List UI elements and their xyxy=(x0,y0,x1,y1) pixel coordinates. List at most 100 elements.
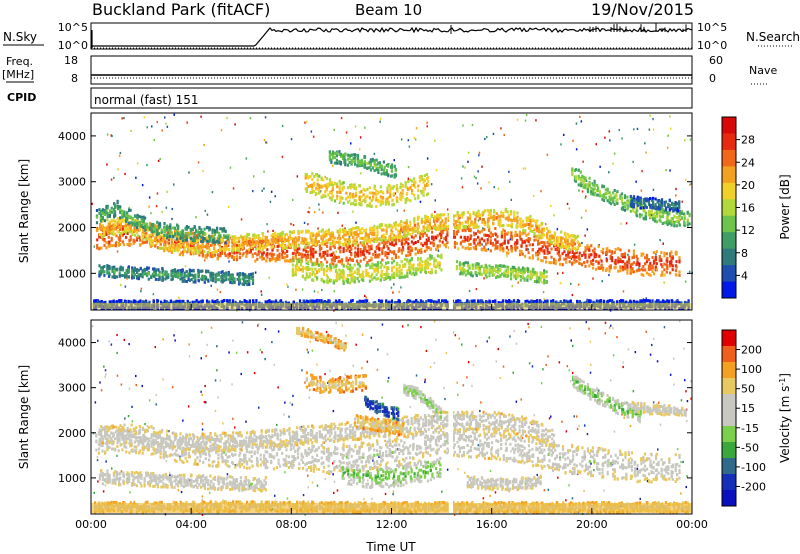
scatter-cell xyxy=(602,268,605,272)
noise-cell xyxy=(633,211,636,214)
noise-cell xyxy=(509,180,511,183)
scatter-cell xyxy=(366,204,369,208)
scatter-cell xyxy=(342,276,345,280)
scatter-cell xyxy=(334,270,338,274)
scatter-cell xyxy=(400,226,403,230)
scatter-cell xyxy=(460,267,463,270)
scatter-cell xyxy=(119,216,122,220)
scatter-cell xyxy=(364,248,367,252)
scatter-cell xyxy=(302,248,305,252)
scatter-cell xyxy=(301,267,304,271)
scatter-cell xyxy=(469,213,472,216)
scatter-cell xyxy=(391,275,394,279)
scatter-cell xyxy=(436,217,439,220)
noise-cell xyxy=(197,161,200,164)
scatter-cell xyxy=(414,229,417,233)
scatter-cell xyxy=(283,244,286,248)
scatter-cell xyxy=(364,234,367,237)
scatter-cell xyxy=(527,226,531,230)
scatter-cell xyxy=(209,254,212,258)
scatter-cell xyxy=(114,210,117,214)
scatter-cell xyxy=(583,251,586,255)
scatter-cell xyxy=(494,243,497,247)
scatter-cell xyxy=(139,238,142,242)
noise-cell xyxy=(272,229,274,232)
scatter-cell xyxy=(303,241,307,245)
scatter-cell xyxy=(254,259,257,263)
scatter-cell xyxy=(115,226,118,230)
scatter-cell xyxy=(305,242,308,246)
scatter-cell xyxy=(300,255,303,259)
scatter-cell xyxy=(310,250,313,254)
scatter-cell xyxy=(128,221,131,225)
scatter-cell xyxy=(344,229,347,233)
scatter-cell xyxy=(249,249,252,253)
scatter-cell xyxy=(495,241,498,245)
noise-cell xyxy=(365,296,367,299)
scatter-cell xyxy=(416,229,419,233)
scatter-cell xyxy=(305,272,308,276)
scatter-cell xyxy=(350,228,353,231)
noise-cell xyxy=(287,285,289,288)
noise-cell xyxy=(348,199,351,202)
scatter-cell xyxy=(400,242,403,246)
scatter-cell xyxy=(305,258,308,262)
noise-cell xyxy=(641,170,643,173)
scatter-cell xyxy=(507,241,510,245)
noise-cell xyxy=(195,234,198,237)
scatter-cell xyxy=(320,247,323,250)
scatter-cell xyxy=(197,239,200,243)
noise-cell xyxy=(636,127,639,130)
noise-cell xyxy=(245,157,248,160)
scatter-cell xyxy=(166,231,169,235)
scatter-cell xyxy=(387,272,390,276)
scatter-cell xyxy=(376,267,380,271)
scatter-cell xyxy=(586,247,589,251)
scatter-cell xyxy=(354,162,357,166)
noise-cell xyxy=(345,131,348,134)
scatter-cell xyxy=(458,263,462,266)
scatter-cell xyxy=(322,193,325,197)
scatter-cell xyxy=(317,233,320,237)
scatter-cell xyxy=(271,255,274,259)
scatter-cell xyxy=(614,247,617,251)
scatter-cell xyxy=(123,210,126,214)
scatter-cell xyxy=(398,239,401,243)
scatter-cell xyxy=(357,226,360,230)
scatter-cell xyxy=(129,208,132,212)
scatter-cell xyxy=(145,234,148,238)
scatter-cell xyxy=(678,270,681,274)
scatter-cell xyxy=(381,258,384,262)
scatter-cell xyxy=(325,274,329,278)
scatter-cell xyxy=(346,246,349,250)
scatter-cell xyxy=(590,259,593,263)
noise-cell xyxy=(478,151,481,154)
scatter-cell xyxy=(620,266,623,270)
scatter-cell xyxy=(440,253,443,257)
scatter-cell xyxy=(294,270,297,274)
scatter-cell xyxy=(283,246,286,250)
scatter-cell xyxy=(428,221,431,225)
scatter-cell xyxy=(670,256,673,260)
scatter-cell xyxy=(347,200,350,204)
scatter-cell xyxy=(412,242,415,246)
scatter-cell xyxy=(351,244,354,247)
scatter-cell xyxy=(219,239,222,243)
scatter-cell xyxy=(239,243,243,247)
scatter-cell xyxy=(280,235,284,239)
scatter-cell xyxy=(550,241,553,245)
scatter-cell xyxy=(486,238,489,242)
scatter-cell xyxy=(292,246,295,250)
scatter-cell xyxy=(258,246,261,250)
scatter-cell xyxy=(224,254,227,258)
scatter-cell xyxy=(155,238,158,242)
scatter-cell xyxy=(355,226,358,230)
nsky-frame xyxy=(90,22,693,50)
scatter-cell xyxy=(301,237,304,240)
scatter-cell xyxy=(414,234,417,238)
scatter-cell xyxy=(288,237,292,241)
scatter-cell xyxy=(619,257,622,261)
scatter-cell xyxy=(121,233,124,237)
scatter-cell xyxy=(212,237,215,241)
scatter-cell xyxy=(286,254,289,258)
